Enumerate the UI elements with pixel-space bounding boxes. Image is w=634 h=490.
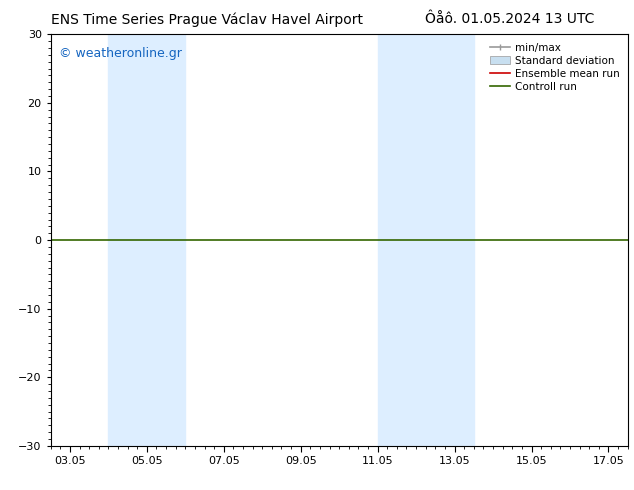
Text: © weatheronline.gr: © weatheronline.gr — [60, 47, 182, 60]
Legend: min/max, Standard deviation, Ensemble mean run, Controll run: min/max, Standard deviation, Ensemble me… — [486, 40, 623, 95]
Text: ENS Time Series Prague Václav Havel Airport: ENS Time Series Prague Václav Havel Airp… — [51, 12, 363, 27]
Bar — [108, 34, 185, 446]
Bar — [378, 34, 474, 446]
Text: Ôåô. 01.05.2024 13 UTC: Ôåô. 01.05.2024 13 UTC — [425, 12, 594, 26]
